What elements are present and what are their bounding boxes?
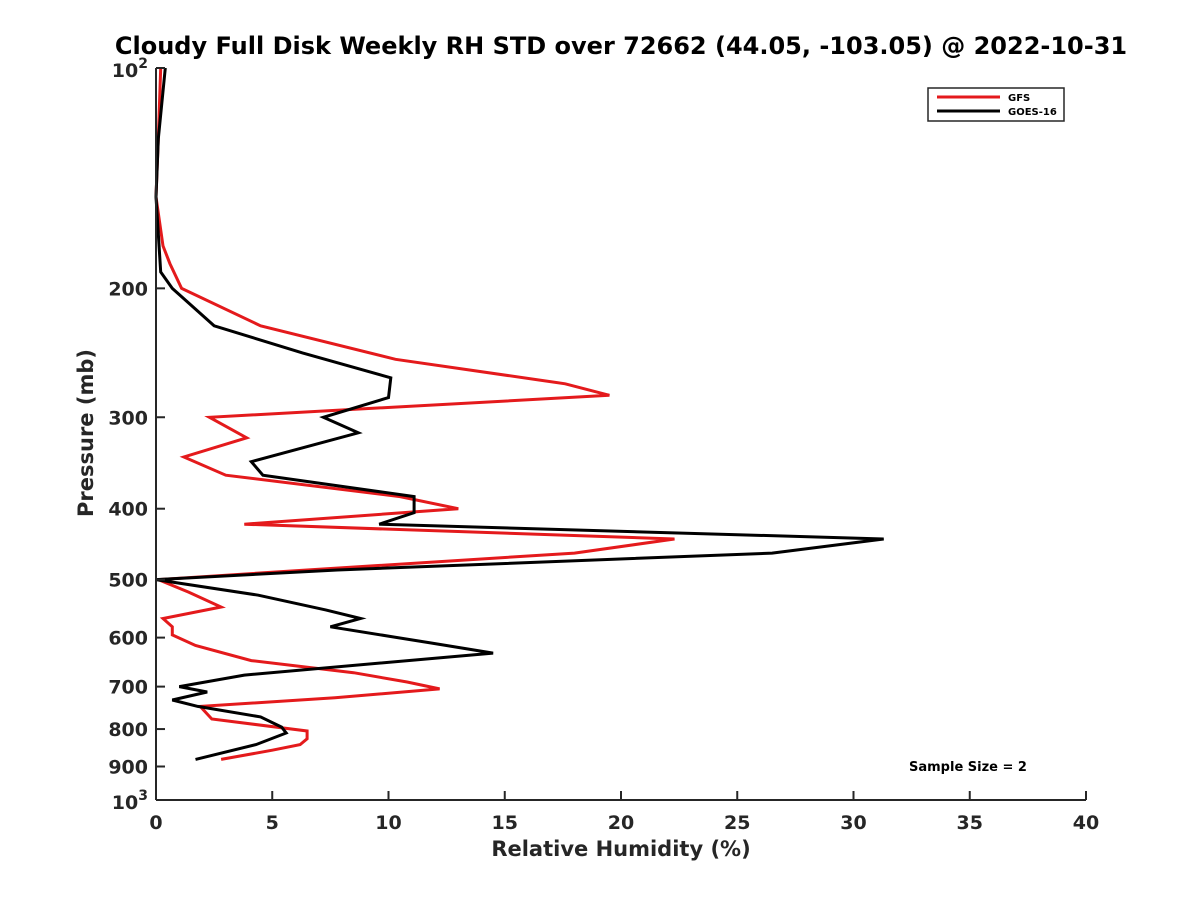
y-tick-label: 103 (112, 788, 148, 814)
sample-size-annotation: Sample Size = 2 (909, 760, 1027, 775)
series-line-gfs (154, 67, 675, 761)
y-tick-label: 800 (108, 719, 148, 741)
x-tick-label: 30 (840, 812, 866, 834)
series-line-goes-16 (154, 67, 884, 761)
y-tick-label: 102 (112, 56, 148, 82)
x-tick-label: 40 (1073, 812, 1099, 834)
x-axis-ticks: 0 5 10 15 20 25 30 35 40 (149, 791, 1099, 834)
y-tick-label: 900 (108, 757, 148, 779)
legend-entry-label: GOES-16 (1008, 107, 1057, 118)
x-tick-label: 15 (492, 812, 518, 834)
y-tick-label: 500 (108, 570, 148, 592)
y-axis-ticks: 102 200 300 400 500 600 700 800 900 103 (108, 56, 165, 814)
x-tick-label: 25 (724, 812, 750, 834)
axes (155, 68, 1086, 801)
y-tick-label: 700 (108, 677, 148, 699)
legend-box (927, 87, 1065, 122)
chart-title: Cloudy Full Disk Weekly RH STD over 7266… (115, 32, 1127, 60)
x-axis-label: Relative Humidity (%) (491, 837, 750, 861)
y-axis-label: Pressure (mb) (74, 349, 98, 517)
legend-entry-label: GFS (1008, 93, 1030, 104)
x-tick-label: 20 (608, 812, 634, 834)
x-tick-label: 0 (149, 812, 162, 834)
x-tick-label: 35 (957, 812, 983, 834)
y-tick-label: 600 (108, 628, 148, 650)
x-tick-label: 5 (266, 812, 279, 834)
y-tick-label: 300 (108, 407, 148, 429)
legend: GFS GOES-16 (927, 87, 1065, 122)
plot-series (154, 67, 884, 761)
y-tick-label: 200 (108, 278, 148, 300)
y-tick-label: 400 (108, 499, 148, 521)
x-tick-label: 10 (375, 812, 401, 834)
